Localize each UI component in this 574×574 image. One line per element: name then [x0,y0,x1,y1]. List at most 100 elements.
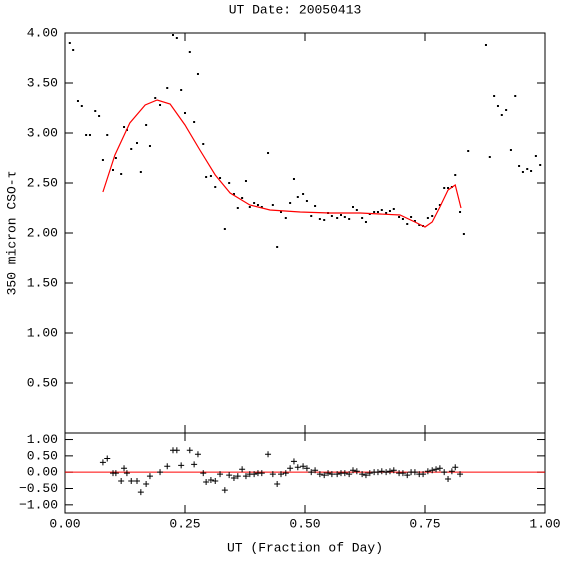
residual-point [203,478,210,485]
data-point [253,202,256,204]
residual-point [353,468,360,475]
data-point [530,170,533,172]
data-point [526,168,529,170]
data-point [193,121,196,123]
residual-point [118,478,125,484]
y-tick-label: 2.00 [27,225,58,240]
data-point [534,155,537,157]
data-point [267,152,270,154]
residual-point [350,467,356,474]
residual-point [300,463,307,470]
residual-point [164,463,171,470]
residual-point [411,469,418,476]
residual-point [226,472,233,479]
data-point [376,211,379,213]
data-point [85,134,88,136]
data-point [154,97,157,99]
residual-point [128,478,135,484]
data-point [236,207,239,209]
data-point [175,37,178,39]
data-point [130,148,133,150]
residual-point [207,477,214,484]
data-point [509,149,512,151]
data-point [280,211,282,213]
residual-point [234,473,241,480]
residual-point [445,476,452,483]
data-point [392,208,395,210]
data-point [343,216,346,218]
data-point [505,109,508,111]
residual-point [123,470,130,477]
residual-point [303,465,310,472]
residual-point [374,469,381,476]
data-point [68,42,71,44]
y-tick-label: 0.50 [27,375,58,390]
residual-point [282,470,289,477]
data-point [318,218,321,220]
y-axis-label: 350 micron CSO-τ [4,171,19,296]
data-point [323,219,326,221]
residual-point [390,467,397,474]
data-point [310,215,313,217]
residual-point [186,447,193,454]
residual-point [308,469,315,476]
x-tick-label: 0.25 [169,516,200,531]
x-axis-label: UT (Fraction of Day) [227,540,383,555]
residual-point [294,464,301,471]
data-point [336,217,339,219]
data-point [172,34,174,36]
residual-point [378,468,385,475]
data-point [410,216,413,218]
residual-point [242,473,249,480]
data-point [413,220,416,222]
residual-point [258,470,265,477]
residual-point [194,451,201,458]
residual-point [457,471,464,478]
data-point [184,112,186,114]
data-point [276,246,279,248]
data-point [296,196,299,198]
residual-point [424,468,431,475]
data-point [364,221,367,223]
data-point [398,216,401,218]
y-tick-label: 0.00 [27,465,58,480]
data-point [248,206,251,208]
data-point [431,215,434,217]
residual-point [287,465,294,472]
data-point [459,211,462,213]
residual-point [239,466,246,473]
data-point [302,193,305,195]
residual-point [325,470,332,477]
data-point [289,202,292,204]
residual-point [230,475,237,482]
data-point [500,114,503,116]
data-point [330,215,333,217]
data-point [214,186,217,188]
residual-point [143,480,150,487]
x-tick-label: 1.00 [529,516,560,531]
residual-point [316,471,323,478]
residual-point [436,465,443,472]
data-point [223,228,226,230]
data-point [340,214,342,216]
residual-point [217,471,224,478]
data-point [292,178,295,180]
data-point [447,187,450,189]
y-tick-label: 3.50 [27,75,58,90]
data-point [361,217,364,219]
x-tick-label: 0.75 [409,516,440,531]
residual-point [221,487,228,494]
data-point [484,44,487,46]
residual-point [178,462,185,469]
data-point [112,169,114,171]
data-point [284,217,287,219]
data-point [443,187,446,189]
data-point [435,208,438,210]
residual-point [269,471,276,478]
data-point [196,73,199,75]
data-point [401,218,404,220]
data-point [493,95,496,97]
residual-point [366,470,373,477]
data-point [80,105,83,107]
fit-line [102,99,462,228]
